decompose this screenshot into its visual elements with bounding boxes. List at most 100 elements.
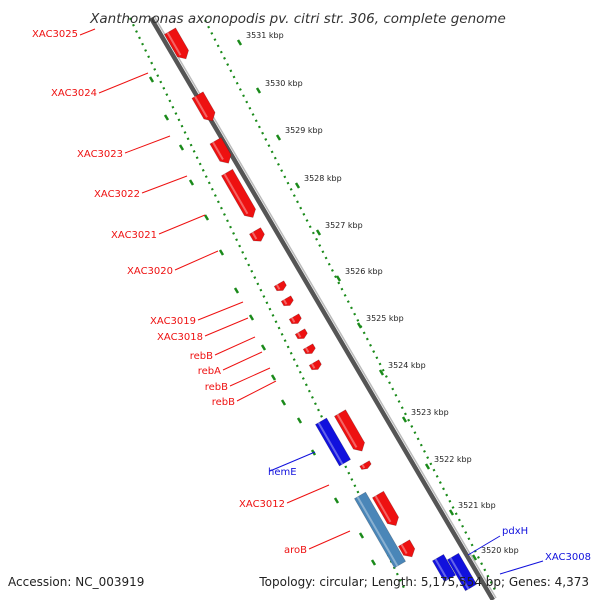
inner-ruler-tick xyxy=(280,399,287,406)
inner-ruler-tick xyxy=(233,287,240,294)
gene-leader-line xyxy=(222,351,263,371)
ruler-tick-label: 3521 kbp xyxy=(458,501,496,510)
gene-label[interactable]: hemE xyxy=(268,467,297,478)
gene-arrow[interactable] xyxy=(371,490,399,526)
gene-label[interactable]: XAC3018 xyxy=(157,332,203,343)
ruler-tick-label: 3520 kbp xyxy=(481,546,519,555)
inner-ruler-tick xyxy=(188,179,195,186)
gene-label[interactable]: XAC3023 xyxy=(77,149,123,160)
ruler-tick xyxy=(471,554,478,561)
gene-arrow[interactable] xyxy=(273,280,287,292)
inner-ruler-tick xyxy=(248,314,255,321)
gene-label[interactable]: XAC3012 xyxy=(239,499,285,510)
gene-highlight xyxy=(212,141,224,161)
gene-label[interactable]: pdxH xyxy=(502,526,528,537)
inner-ruler-tick xyxy=(260,344,267,351)
gene-arrow[interactable] xyxy=(397,539,416,558)
gene-leader-line xyxy=(269,451,316,472)
gene-leader-line xyxy=(204,317,249,337)
ruler-tick-label: 3523 kbp xyxy=(411,408,449,417)
ruler-tick-label: 3530 kbp xyxy=(265,79,303,88)
gene-label[interactable]: XAC3025 xyxy=(32,29,78,40)
gene-arrow[interactable] xyxy=(220,168,256,218)
gene-arrow[interactable] xyxy=(333,409,365,452)
gene-leader-line xyxy=(286,484,330,504)
gene-highlight xyxy=(356,496,399,567)
gene-label[interactable]: rebA xyxy=(198,366,221,377)
inner-ruler-tick xyxy=(370,559,377,566)
gene-label[interactable]: XAC3008 xyxy=(545,552,591,563)
gene-label[interactable]: XAC3020 xyxy=(127,266,173,277)
gene-highlight xyxy=(400,544,408,555)
ruler-tick xyxy=(255,87,262,94)
ruler-tick xyxy=(335,275,342,282)
gene-label[interactable]: XAC3024 xyxy=(51,88,97,99)
gene-label[interactable]: rebB xyxy=(212,397,235,408)
ruler-tick xyxy=(378,369,385,376)
gene-highlight xyxy=(166,32,182,56)
gene-leader-line xyxy=(158,214,206,235)
gene-label[interactable]: XAC3022 xyxy=(94,189,140,200)
ruler-tick-label: 3524 kbp xyxy=(388,361,426,370)
gene-arrow[interactable] xyxy=(209,137,232,164)
inner-ruler-tick xyxy=(218,249,225,256)
gene-arrow[interactable] xyxy=(314,417,352,467)
gene-label[interactable]: rebB xyxy=(205,382,228,393)
gene-leader-line xyxy=(124,135,171,154)
gene-leader-line xyxy=(79,28,96,36)
gene-arrow[interactable] xyxy=(308,359,322,371)
gene-leader-line xyxy=(141,175,188,194)
ruler-tick xyxy=(275,134,282,141)
gene-highlight xyxy=(317,422,344,465)
ruler-tick-label: 3529 kbp xyxy=(285,126,323,135)
gene-arrow[interactable] xyxy=(163,27,189,60)
ruler-tick xyxy=(294,182,301,189)
gene-highlight xyxy=(310,363,316,369)
gene-label[interactable]: aroB xyxy=(284,545,307,556)
inner-ruler-tick xyxy=(203,214,210,221)
gene-highlight xyxy=(275,284,281,290)
ruler-tick xyxy=(424,463,431,470)
gene-highlight xyxy=(194,95,208,118)
gene-label[interactable]: rebB xyxy=(190,351,213,362)
gene-arrow[interactable] xyxy=(353,491,407,569)
gene-arrow[interactable] xyxy=(191,91,216,122)
gene-label[interactable]: XAC3019 xyxy=(150,316,196,327)
ruler-tick xyxy=(315,229,322,236)
inner-ruler-tick xyxy=(358,532,365,539)
gene-highlight xyxy=(434,558,449,581)
gene-arrow[interactable] xyxy=(359,460,372,470)
gene-highlight xyxy=(361,464,366,469)
gene-arrow[interactable] xyxy=(446,552,478,592)
gene-arrow[interactable] xyxy=(248,227,265,242)
gene-highlight xyxy=(251,231,258,240)
ruler-tick xyxy=(236,39,243,46)
gene-highlight xyxy=(223,173,249,215)
inner-ruler-tick xyxy=(178,144,185,151)
ruler-dotted-lines xyxy=(129,17,496,591)
ruler-line xyxy=(204,19,496,591)
ruler-tick-label: 3525 kbp xyxy=(366,314,404,323)
gene-highlight xyxy=(304,347,310,353)
ruler-line xyxy=(129,17,406,591)
gene-leader-line xyxy=(98,72,149,94)
ruler-tick-label: 3531 kbp xyxy=(246,31,284,40)
inner-ruler-tick xyxy=(163,114,170,121)
gene-label[interactable]: XAC3021 xyxy=(111,230,157,241)
gene-leader-line xyxy=(467,535,501,556)
ruler-tick xyxy=(401,416,408,423)
gene-arrow[interactable] xyxy=(431,553,457,583)
gene-leader-line xyxy=(214,336,256,356)
gene-leader-line xyxy=(174,250,219,271)
gene-arrow[interactable] xyxy=(302,343,316,355)
ruler-tick-label: 3528 kbp xyxy=(304,174,342,183)
gene-leader-line xyxy=(229,367,271,387)
ruler-tick xyxy=(448,509,455,516)
ruler-tick-label: 3527 kbp xyxy=(325,221,363,230)
gene-arrow[interactable] xyxy=(294,328,308,340)
gene-leader-line xyxy=(197,301,244,321)
gene-arrow[interactable] xyxy=(280,295,294,307)
gene-arrow[interactable] xyxy=(288,313,302,325)
gene-leader-line xyxy=(236,380,277,402)
gene-leader-line xyxy=(499,560,544,575)
